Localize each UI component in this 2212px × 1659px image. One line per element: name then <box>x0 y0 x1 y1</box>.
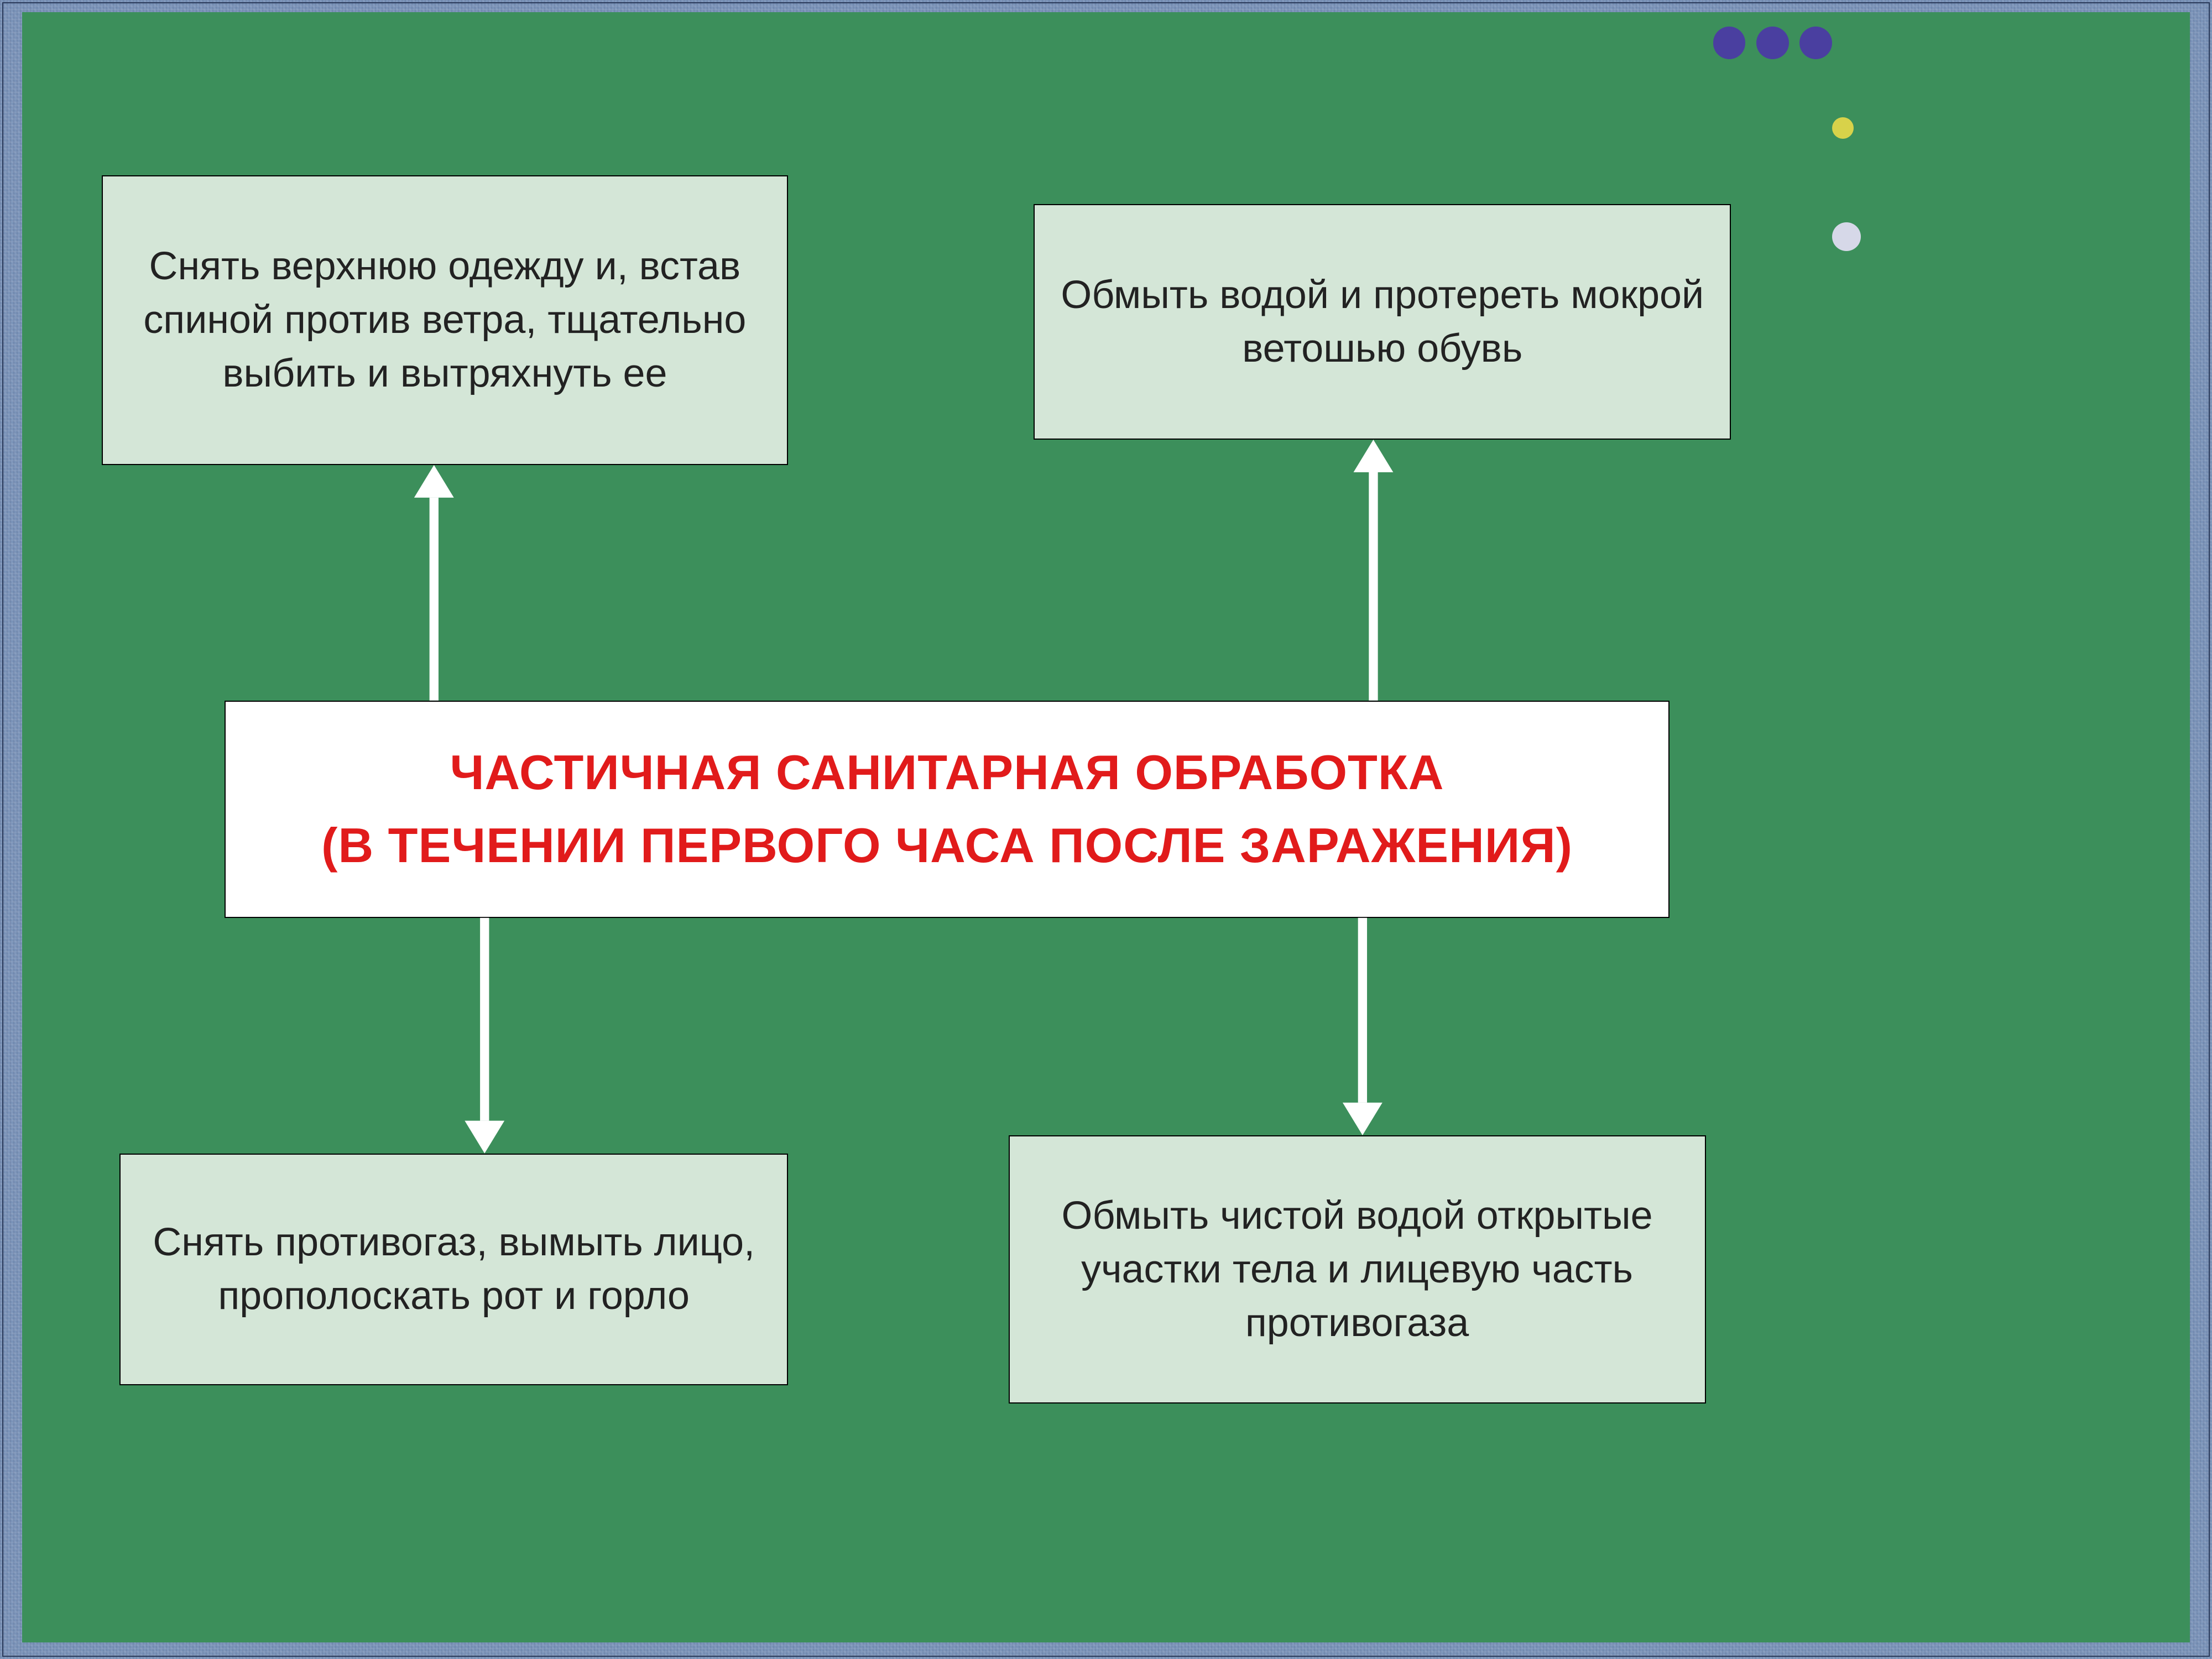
step-text: Снять противогаз, вымыть лицо, прополоск… <box>131 1215 777 1323</box>
accent-dot-light <box>1832 222 1861 251</box>
title-line-1: ЧАСТИЧНАЯ САНИТАРНАЯ ОБРАБОТКА <box>321 736 1573 809</box>
corner-dot <box>1756 27 1789 59</box>
title-text: ЧАСТИЧНАЯ САНИТАРНАЯ ОБРАБОТКА (В ТЕЧЕНИ… <box>321 736 1573 883</box>
step-text: Снять верхнюю одежду и, встав спиной про… <box>113 239 777 400</box>
green-panel: Снять верхнюю одежду и, встав спиной про… <box>22 12 2190 1642</box>
title-line-2: (В ТЕЧЕНИИ ПЕРВОГО ЧАСА ПОСЛЕ ЗАРАЖЕНИЯ) <box>321 809 1573 882</box>
accent-dot-yellow <box>1832 117 1854 139</box>
corner-dot <box>1713 27 1746 59</box>
arrow-head <box>1343 1103 1383 1135</box>
step-box-bottom-left: Снять противогаз, вымыть лицо, прополоск… <box>119 1154 788 1385</box>
step-box-top-left: Снять верхнюю одежду и, встав спиной про… <box>102 175 788 465</box>
arrow-head <box>1354 440 1394 472</box>
step-text: Обмыть чистой водой открытые участки тел… <box>1020 1189 1695 1350</box>
step-box-bottom-right: Обмыть чистой водой открытые участки тел… <box>1009 1135 1706 1404</box>
slide-area: Снять верхнюю одежду и, встав спиной про… <box>22 12 2190 1642</box>
step-box-top-right: Обмыть водой и протереть мокрой ветошью … <box>1034 204 1731 440</box>
corner-dot <box>1799 27 1832 59</box>
arrow-head <box>465 1121 504 1154</box>
corner-dots <box>1713 27 1833 59</box>
title-box: ЧАСТИЧНАЯ САНИТАРНАЯ ОБРАБОТКА (В ТЕЧЕНИ… <box>225 701 1670 918</box>
arrow-head <box>414 465 454 498</box>
step-text: Обмыть водой и протереть мокрой ветошью … <box>1045 268 1720 375</box>
